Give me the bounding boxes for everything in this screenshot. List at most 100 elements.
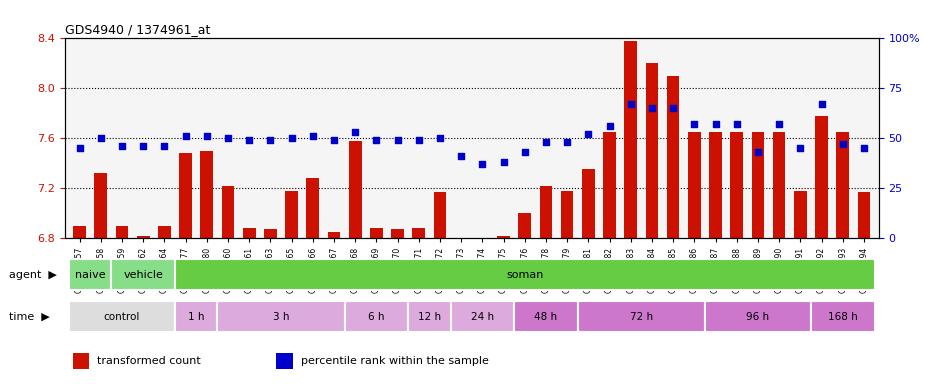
Bar	[137, 235, 150, 238]
Point	[496, 159, 511, 165]
Text: 6 h: 6 h	[368, 312, 385, 322]
Bar	[327, 232, 340, 238]
Bar	[646, 63, 659, 238]
Bar	[731, 132, 743, 238]
Text: 96 h: 96 h	[746, 312, 770, 322]
Point	[220, 135, 235, 141]
Point	[263, 137, 278, 143]
FancyBboxPatch shape	[111, 259, 175, 290]
Point	[666, 105, 681, 111]
Point	[581, 131, 596, 137]
Bar	[561, 190, 574, 238]
Bar	[434, 192, 446, 238]
FancyBboxPatch shape	[344, 301, 408, 332]
Text: 48 h: 48 h	[535, 312, 558, 322]
FancyBboxPatch shape	[705, 301, 811, 332]
Point	[200, 133, 215, 139]
Point	[771, 121, 786, 127]
Point	[348, 129, 363, 135]
Bar	[857, 192, 870, 238]
Text: agent  ▶: agent ▶	[9, 270, 57, 280]
Text: 1 h: 1 h	[188, 312, 204, 322]
Text: naive: naive	[75, 270, 105, 280]
Text: soman: soman	[506, 270, 543, 280]
FancyBboxPatch shape	[175, 301, 217, 332]
Text: percentile rank within the sample: percentile rank within the sample	[301, 356, 488, 366]
Point	[327, 137, 341, 143]
Point	[115, 143, 130, 149]
Point	[454, 153, 469, 159]
Bar	[94, 173, 107, 238]
Point	[517, 149, 532, 155]
Bar	[582, 169, 595, 238]
Point	[687, 121, 702, 127]
Bar	[391, 229, 404, 238]
Bar	[306, 178, 319, 238]
Point	[560, 139, 574, 145]
Point	[645, 105, 660, 111]
Point	[72, 145, 87, 151]
FancyBboxPatch shape	[578, 301, 705, 332]
Point	[857, 145, 871, 151]
Bar	[624, 41, 637, 238]
FancyBboxPatch shape	[69, 259, 111, 290]
Bar	[285, 190, 298, 238]
Point	[93, 135, 108, 141]
FancyBboxPatch shape	[69, 301, 175, 332]
Bar	[497, 235, 510, 238]
Point	[157, 143, 172, 149]
Bar	[277, 353, 292, 369]
Point	[284, 135, 299, 141]
Text: 168 h: 168 h	[828, 312, 857, 322]
FancyBboxPatch shape	[217, 301, 344, 332]
Bar	[242, 228, 255, 238]
Text: transformed count: transformed count	[97, 356, 201, 366]
Bar	[815, 116, 828, 238]
Point	[814, 101, 829, 108]
Point	[475, 161, 489, 167]
Bar	[222, 185, 234, 238]
Point	[179, 133, 193, 139]
Bar	[370, 228, 383, 238]
FancyBboxPatch shape	[450, 301, 514, 332]
FancyBboxPatch shape	[408, 301, 450, 332]
Point	[390, 137, 405, 143]
Point	[623, 101, 638, 108]
Bar	[201, 151, 213, 238]
Bar	[539, 185, 552, 238]
Point	[241, 137, 256, 143]
Point	[305, 133, 320, 139]
Text: control: control	[104, 312, 141, 322]
Bar	[688, 132, 700, 238]
Bar	[794, 190, 807, 238]
FancyBboxPatch shape	[175, 259, 874, 290]
FancyBboxPatch shape	[514, 301, 578, 332]
Point	[835, 141, 850, 147]
Bar	[518, 213, 531, 238]
Bar	[349, 141, 362, 238]
Bar	[603, 132, 616, 238]
Text: 24 h: 24 h	[471, 312, 494, 322]
Point	[750, 149, 765, 155]
Text: vehicle: vehicle	[123, 270, 163, 280]
Point	[602, 123, 617, 129]
Text: time  ▶: time ▶	[9, 312, 50, 322]
Bar	[179, 153, 192, 238]
Text: 72 h: 72 h	[630, 312, 653, 322]
Text: 12 h: 12 h	[418, 312, 441, 322]
Bar	[73, 353, 89, 369]
Text: GDS4940 / 1374961_at: GDS4940 / 1374961_at	[65, 23, 210, 36]
Bar	[772, 132, 785, 238]
FancyBboxPatch shape	[811, 301, 874, 332]
Bar	[264, 229, 277, 238]
Bar	[667, 76, 680, 238]
Bar	[836, 132, 849, 238]
Point	[793, 145, 808, 151]
Bar	[158, 225, 171, 238]
Point	[729, 121, 744, 127]
Bar	[116, 225, 129, 238]
Text: 3 h: 3 h	[273, 312, 290, 322]
Point	[369, 137, 384, 143]
Point	[136, 143, 151, 149]
Bar	[751, 132, 764, 238]
